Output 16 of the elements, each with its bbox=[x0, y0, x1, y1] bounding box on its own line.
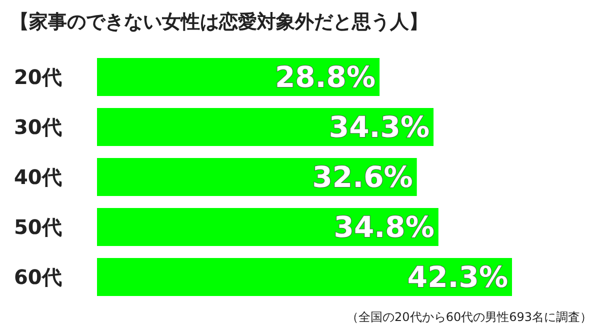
bar bbox=[97, 108, 434, 146]
data-label: 34.3% bbox=[328, 110, 430, 144]
bar bbox=[97, 208, 438, 246]
bar bbox=[97, 258, 512, 296]
y-tick-label: 60代 bbox=[14, 265, 62, 289]
y-tick-label: 40代 bbox=[14, 165, 62, 189]
chart-title: 【家事のできない女性は恋愛対象外だと思う人】 bbox=[10, 11, 428, 33]
data-label: 28.8% bbox=[274, 60, 376, 94]
y-tick-label: 50代 bbox=[14, 215, 62, 239]
bar bbox=[97, 158, 417, 196]
data-label: 42.3% bbox=[407, 260, 508, 294]
text: （全国の20代から60代の男性693名に調査） bbox=[346, 310, 592, 324]
y-tick-label: 30代 bbox=[14, 115, 62, 139]
y-tick-label: 20代 bbox=[14, 65, 62, 89]
data-label: 32.6% bbox=[312, 160, 413, 194]
data-label: 34.8% bbox=[334, 210, 434, 244]
